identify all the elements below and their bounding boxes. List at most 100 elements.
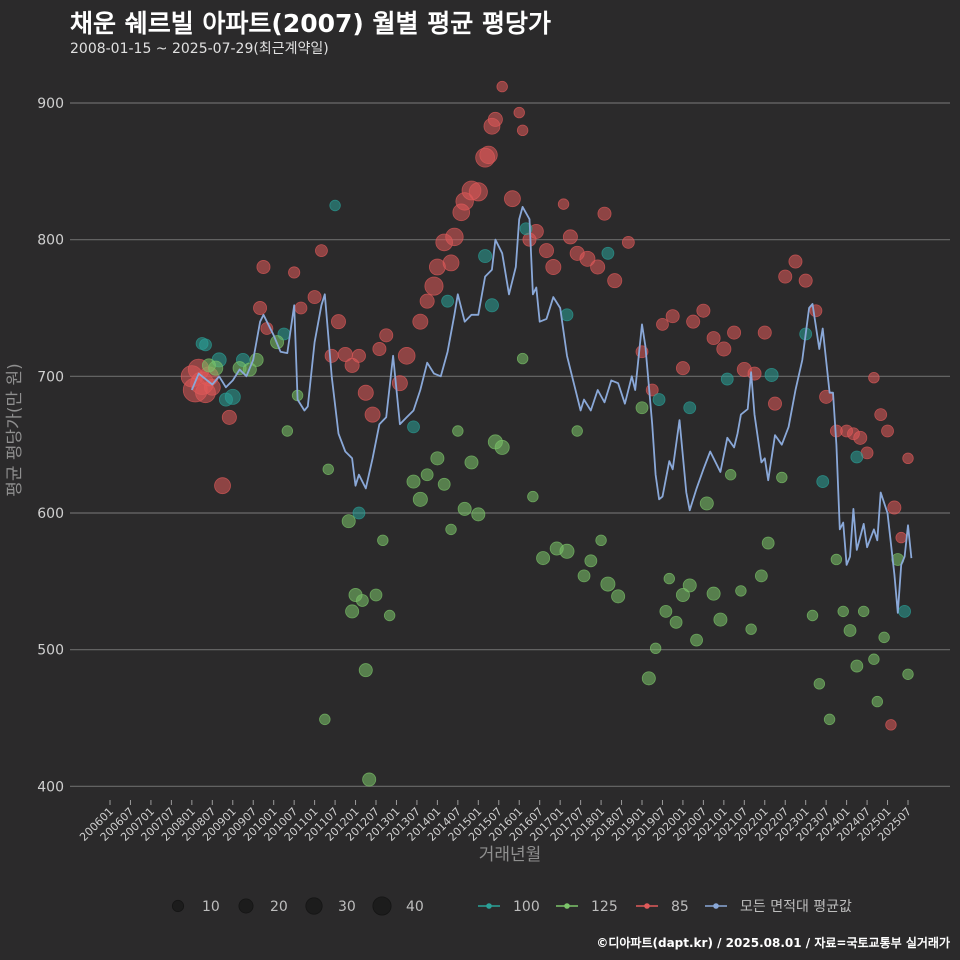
point-85-26 <box>397 347 416 365</box>
point-85-60 <box>656 318 669 331</box>
point-125-156 <box>641 671 656 686</box>
point-100-103 <box>560 308 574 322</box>
point-85-8 <box>221 409 237 425</box>
point-125-129 <box>369 588 383 602</box>
point-125-176 <box>830 553 843 566</box>
point-125-181 <box>868 653 880 665</box>
point-85-54 <box>590 259 606 275</box>
point-85-27 <box>412 313 429 330</box>
point-125-140 <box>464 455 479 470</box>
point-125-143 <box>494 439 510 455</box>
legend-size-circle-10 <box>171 899 185 913</box>
point-125-138 <box>452 425 464 437</box>
point-85-32 <box>442 254 460 272</box>
legend-size-circle-30 <box>305 897 323 915</box>
point-85-22 <box>364 406 381 423</box>
legend-dot-3 <box>713 903 719 909</box>
point-125-168 <box>735 585 747 597</box>
point-85-74 <box>798 273 813 288</box>
point-100-105 <box>652 393 666 406</box>
point-125-178 <box>843 624 857 637</box>
point-125-123 <box>341 514 356 529</box>
point-85-67 <box>727 325 742 340</box>
point-125-127 <box>358 663 373 678</box>
legend-label-0: 100 <box>513 899 540 915</box>
point-85-42 <box>496 80 508 93</box>
point-85-82 <box>868 372 880 384</box>
legend-size-label-20: 20 <box>270 899 288 915</box>
point-85-83 <box>874 408 888 421</box>
y-axis-ticks: 400 500 600 700 800 900 <box>37 96 64 795</box>
point-125-173 <box>806 609 819 622</box>
point-100-96 <box>329 199 341 212</box>
chart-title: 채운 쉐르빌 아파트(2007) 월별 평균 평당가 <box>70 9 551 38</box>
point-85-12 <box>288 266 301 279</box>
point-125-144 <box>516 352 529 365</box>
point-85-6 <box>203 378 221 396</box>
y-tick-label-400: 400 <box>37 779 64 795</box>
y-tick-label-800: 800 <box>37 233 64 249</box>
point-100-108 <box>764 367 779 382</box>
point-85-7 <box>214 477 231 495</box>
point-125-162 <box>682 578 697 593</box>
point-125-148 <box>559 543 575 559</box>
point-100-110 <box>816 475 830 488</box>
point-125-131 <box>383 609 396 622</box>
y-tick-label-600: 600 <box>37 506 64 522</box>
point-125-165 <box>706 586 721 601</box>
y-tick-label-900: 900 <box>37 96 64 112</box>
y-tick-label-700: 700 <box>37 369 64 385</box>
average-line-path <box>190 206 913 614</box>
point-85-86 <box>887 500 902 515</box>
point-125-134 <box>420 468 434 482</box>
point-85-15 <box>315 244 328 257</box>
point-125-159 <box>663 572 675 585</box>
point-125-161 <box>675 588 690 602</box>
point-100-99 <box>441 294 455 308</box>
point-85-70 <box>757 325 772 340</box>
point-85-88 <box>902 452 914 465</box>
point-85-16 <box>324 348 339 363</box>
point-125-154 <box>611 589 626 604</box>
point-125-128 <box>362 772 377 787</box>
point-85-57 <box>621 236 635 249</box>
point-85-10 <box>256 260 271 274</box>
point-125-172 <box>776 471 788 484</box>
point-125-160 <box>669 615 683 629</box>
point-85-53 <box>579 250 596 267</box>
point-125-179 <box>850 659 864 673</box>
y-axis-title: 평균 평당가(만 원) <box>5 363 25 497</box>
point-125-139 <box>457 501 472 516</box>
point-85-80 <box>853 430 868 445</box>
point-85-61 <box>665 309 680 324</box>
point-125-171 <box>761 536 775 550</box>
point-100-93 <box>224 388 241 405</box>
point-125-170 <box>754 569 768 583</box>
point-125-166 <box>713 612 728 627</box>
point-85-21 <box>357 384 374 401</box>
point-125-169 <box>745 623 757 635</box>
point-100-106 <box>683 401 697 415</box>
point-85-63 <box>686 314 701 329</box>
point-125-124 <box>345 604 360 619</box>
point-85-28 <box>419 293 435 309</box>
x-axis-ticks: 2006012006072007012007072008012008072009… <box>77 800 914 844</box>
x-axis-title: 거래년월 <box>479 845 542 865</box>
point-100-111 <box>850 450 864 464</box>
point-85-56 <box>607 273 623 289</box>
point-125-151 <box>584 554 598 568</box>
point-125-153 <box>600 576 616 592</box>
point-100-107 <box>720 372 734 386</box>
point-125-130 <box>377 534 389 547</box>
point-125-136 <box>437 477 451 491</box>
point-85-20 <box>351 348 366 363</box>
point-85-45 <box>516 124 529 137</box>
point-85-43 <box>504 190 521 208</box>
point-125-146 <box>536 551 551 566</box>
point-85-50 <box>557 198 570 210</box>
point-125-150 <box>577 569 591 583</box>
legend: 10 20 30 40 100 125 85 모든 면적대 평균값 <box>171 896 852 916</box>
point-85-24 <box>379 328 394 343</box>
point-85-49 <box>545 259 562 275</box>
point-85-75 <box>809 304 823 318</box>
